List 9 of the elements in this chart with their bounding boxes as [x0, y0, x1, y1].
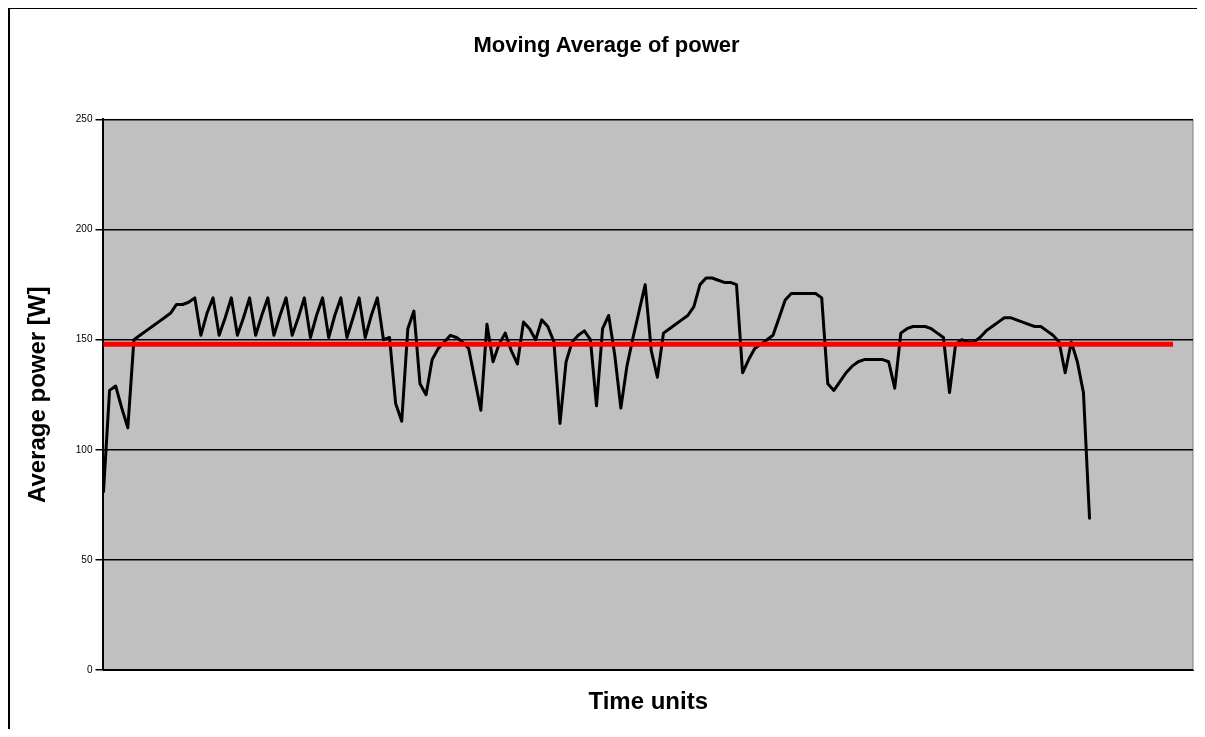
y-tick-label: 0: [86, 663, 93, 675]
y-tick-label: 250: [75, 113, 93, 125]
y-tick-label: 150: [75, 333, 93, 345]
chart-title: Moving Average of power: [473, 32, 740, 58]
y-tick-label: 200: [75, 223, 93, 235]
y-axis-title: Average power [W]: [23, 286, 51, 504]
y-tick-label: 100: [75, 443, 93, 455]
x-axis-title: Time units: [588, 687, 709, 715]
y-tick-label: 50: [81, 553, 93, 565]
